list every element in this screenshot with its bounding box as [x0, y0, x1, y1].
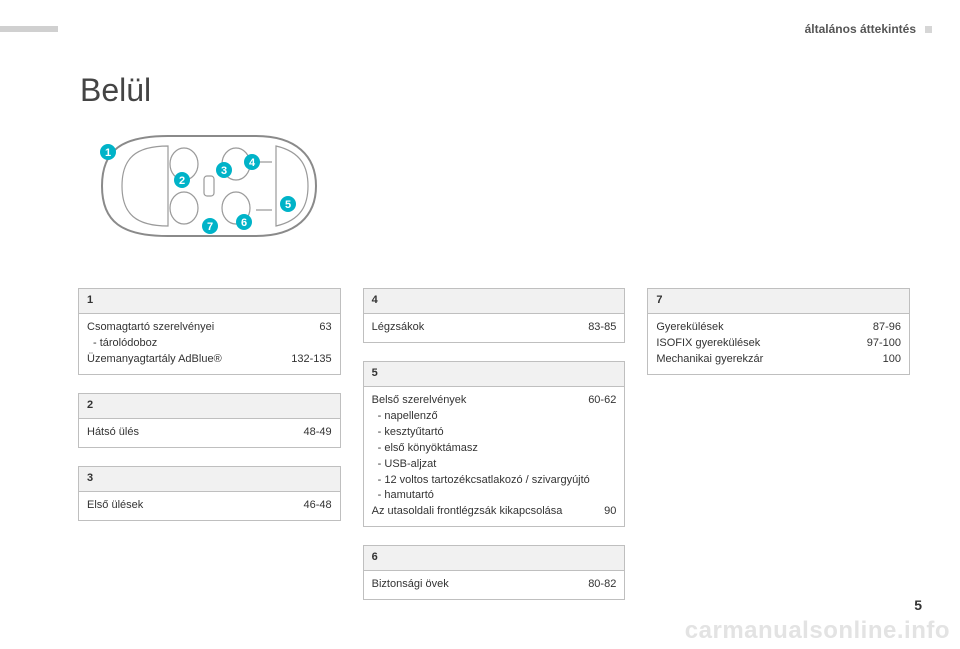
- car-interior-diagram: 1 2 3 4 5 6 7: [76, 122, 326, 250]
- box-2-line: Hátsó ülés: [87, 425, 139, 441]
- box-5: 5 Belső szerelvények 60-62 - napellenző -…: [363, 361, 626, 527]
- box-1-number: 1: [79, 289, 340, 314]
- box-7-line: Gyerekülések: [656, 320, 723, 336]
- box-7: 7 Gyerekülések 87-96 ISOFIX gyerekülések 9…: [647, 288, 910, 375]
- box-7-line: Mechanikai gyerekzár: [656, 352, 763, 368]
- content-columns: 1 Csomagtartó szerelvényei63 - tárolódob…: [78, 288, 910, 600]
- box-5-sub: - napellenző: [372, 409, 617, 425]
- box-2: 2 Hátsó ülés 48-49: [78, 393, 341, 448]
- box-3-line: Első ülések: [87, 498, 143, 514]
- page-number: 5: [914, 597, 922, 613]
- box-7-page: 97-100: [867, 336, 901, 352]
- box-5-sub: - első könyöktámasz: [372, 441, 617, 457]
- box-1-sub: - tárolódoboz: [87, 336, 332, 352]
- column-1: 1 Csomagtartó szerelvényei 63 - tárolódob…: [78, 288, 341, 521]
- box-3-page: 46-48: [304, 498, 332, 514]
- box-5-line: Az utasoldali frontlégzsák kikapcsolása: [372, 504, 563, 520]
- svg-text:2: 2: [179, 175, 185, 187]
- section-label: általános áttekintés: [805, 22, 916, 36]
- svg-text:5: 5: [285, 199, 291, 211]
- box-6-line: Biztonsági övek: [372, 577, 449, 593]
- svg-text:1: 1: [105, 147, 111, 159]
- svg-text:3: 3: [221, 165, 227, 177]
- box-1-page: 63: [319, 320, 331, 336]
- box-4-page: 83-85: [588, 320, 616, 336]
- box-6-number: 6: [364, 546, 625, 571]
- box-5-number: 5: [364, 362, 625, 387]
- box-5-sub: - kesztyűtartó: [372, 425, 617, 441]
- box-5-sub: - hamutartó: [372, 488, 617, 504]
- box-5-sub: - 12 voltos tartozékcsatlakozó / szivarg…: [372, 473, 617, 489]
- box-7-page: 87-96: [873, 320, 901, 336]
- svg-text:7: 7: [207, 221, 213, 233]
- box-1-line: Csomagtartó szerelvényei: [87, 320, 214, 336]
- box-4: 4 Légzsákok 83-85: [363, 288, 626, 343]
- box-5-page: 90: [604, 504, 616, 520]
- box-7-page: 100: [883, 352, 901, 368]
- page-title: Belül: [80, 72, 151, 109]
- header-marker: [925, 26, 932, 33]
- box-7-line: ISOFIX gyerekülések: [656, 336, 760, 352]
- svg-text:4: 4: [249, 157, 256, 169]
- column-3: 7 Gyerekülések 87-96 ISOFIX gyerekülések 9…: [647, 288, 910, 375]
- header-bar: [0, 26, 58, 32]
- box-3: 3 Első ülések 46-48: [78, 466, 341, 521]
- box-1-page: 132-135: [291, 352, 331, 368]
- box-1-line: Üzemanyagtartály AdBlue®: [87, 352, 222, 368]
- column-2: 4 Légzsákok 83-85 5 Belső szerelvények 60-…: [363, 288, 626, 600]
- box-4-line: Légzsákok: [372, 320, 425, 336]
- box-3-number: 3: [79, 467, 340, 492]
- box-5-line: Belső szerelvények: [372, 393, 467, 409]
- box-6: 6 Biztonsági övek 80-82: [363, 545, 626, 600]
- box-7-number: 7: [648, 289, 909, 314]
- box-5-sub: - USB-aljzat: [372, 457, 617, 473]
- box-1: 1 Csomagtartó szerelvényei 63 - tárolódob…: [78, 288, 341, 375]
- box-4-number: 4: [364, 289, 625, 314]
- box-2-number: 2: [79, 394, 340, 419]
- svg-text:6: 6: [241, 217, 247, 229]
- box-6-page: 80-82: [588, 577, 616, 593]
- box-5-page: 60-62: [588, 393, 616, 409]
- box-2-page: 48-49: [304, 425, 332, 441]
- watermark: carmanualsonline.info: [685, 617, 950, 645]
